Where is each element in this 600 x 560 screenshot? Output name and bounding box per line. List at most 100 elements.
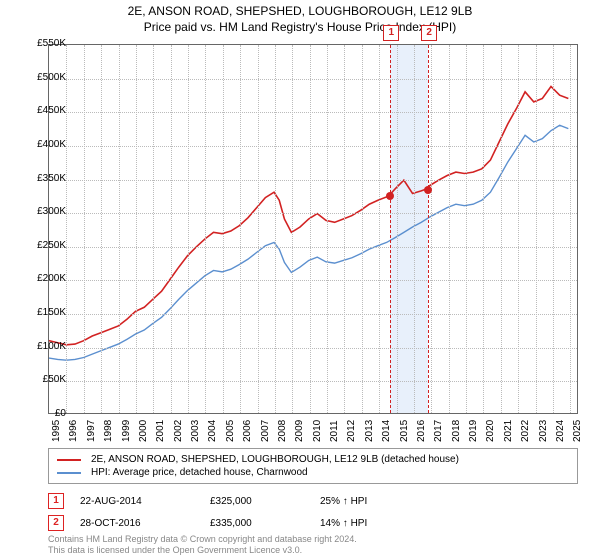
x-axis-label: 2021 [503,420,514,442]
gridline-h [49,112,577,113]
footer-licence: This data is licensed under the Open Gov… [48,545,357,556]
marker-badge: 1 [48,493,64,509]
x-axis-label: 2014 [381,420,392,442]
gridline-v [518,45,519,413]
marker-badge: 1 [383,25,399,41]
legend-swatch [57,472,81,474]
gridline-v [240,45,241,413]
transaction-date: 22-AUG-2014 [80,496,210,507]
x-axis-label: 2017 [433,420,444,442]
gridline-h [49,314,577,315]
gridline-v [483,45,484,413]
transaction-diff: 25% ↑ HPI [320,496,367,507]
gridline-h [49,146,577,147]
gridline-v [414,45,415,413]
gridline-v [553,45,554,413]
y-axis-label: £550K [26,38,66,49]
gridline-v [466,45,467,413]
x-axis-label: 1998 [103,420,114,442]
x-axis-label: 2013 [364,420,375,442]
x-axis-label: 2011 [329,420,340,442]
x-axis-label: 1997 [86,420,97,442]
legend-label: 2E, ANSON ROAD, SHEPSHED, LOUGHBOROUGH, … [91,454,459,465]
gridline-v [501,45,502,413]
gridline-v [153,45,154,413]
x-axis-label: 2022 [520,420,531,442]
transaction-price: £335,000 [210,518,320,529]
gridline-v [362,45,363,413]
title-subtitle: Price paid vs. HM Land Registry's House … [0,18,600,34]
x-axis-label: 2004 [207,420,218,442]
gridline-v [171,45,172,413]
title-address: 2E, ANSON ROAD, SHEPSHED, LOUGHBOROUGH, … [0,0,600,18]
legend-item-hpi: HPI: Average price, detached house, Char… [57,466,569,479]
gridline-h [49,213,577,214]
x-axis-label: 1995 [51,420,62,442]
x-axis-label: 2009 [294,420,305,442]
x-axis-label: 2002 [173,420,184,442]
y-axis-label: £150K [26,307,66,318]
x-axis-label: 1996 [68,420,79,442]
gridline-v [136,45,137,413]
gridline-v [570,45,571,413]
x-axis-label: 2006 [242,420,253,442]
legend-item-anson: 2E, ANSON ROAD, SHEPSHED, LOUGHBOROUGH, … [57,453,569,466]
gridline-v [449,45,450,413]
y-axis-label: £100K [26,341,66,352]
x-axis-label: 2005 [225,420,236,442]
y-axis-label: £300K [26,206,66,217]
y-axis-label: £400K [26,139,66,150]
x-axis-label: 2016 [416,420,427,442]
gridline-v [310,45,311,413]
gridline-v [84,45,85,413]
x-axis-label: 2007 [260,420,271,442]
legend: 2E, ANSON ROAD, SHEPSHED, LOUGHBOROUGH, … [48,448,578,484]
table-row: 2 28-OCT-2016 £335,000 14% ↑ HPI [48,512,578,534]
x-axis-label: 2025 [572,420,583,442]
gridline-h [49,348,577,349]
transaction-date: 28-OCT-2016 [80,518,210,529]
gridline-v [101,45,102,413]
gridline-v [275,45,276,413]
x-axis-label: 2015 [399,420,410,442]
gridline-h [49,79,577,80]
gridline-h [49,180,577,181]
x-axis-label: 2019 [468,420,479,442]
x-axis-label: 2012 [346,420,357,442]
x-axis-label: 2018 [451,420,462,442]
x-axis-label: 2010 [312,420,323,442]
legend-label: HPI: Average price, detached house, Char… [91,467,308,478]
gridline-v [258,45,259,413]
x-axis-label: 1999 [121,420,132,442]
gridline-v [344,45,345,413]
y-axis-label: £250K [26,240,66,251]
transaction-table: 1 22-AUG-2014 £325,000 25% ↑ HPI 2 28-OC… [48,490,578,534]
gridline-h [49,280,577,281]
gridline-v [205,45,206,413]
transaction-price: £325,000 [210,496,320,507]
marker-line [428,45,429,413]
gridline-v [223,45,224,413]
x-axis-label: 2023 [538,420,549,442]
price-chart: 12 [48,44,578,414]
y-axis-label: £350K [26,173,66,184]
marker-line [390,45,391,413]
marker-badge: 2 [421,25,437,41]
gridline-v [431,45,432,413]
footer-copyright: Contains HM Land Registry data © Crown c… [48,534,357,545]
y-axis-label: £450K [26,105,66,116]
gridline-v [119,45,120,413]
gridline-v [66,45,67,413]
y-axis-label: £500K [26,72,66,83]
x-axis-label: 2020 [485,420,496,442]
marker-dot [424,186,432,194]
gridline-v [327,45,328,413]
gridline-h [49,247,577,248]
gridline-h [49,381,577,382]
y-axis-label: £0 [26,408,66,419]
gridline-v [188,45,189,413]
footer: Contains HM Land Registry data © Crown c… [48,534,357,556]
gridline-v [536,45,537,413]
transaction-diff: 14% ↑ HPI [320,518,367,529]
y-axis-label: £50K [26,374,66,385]
